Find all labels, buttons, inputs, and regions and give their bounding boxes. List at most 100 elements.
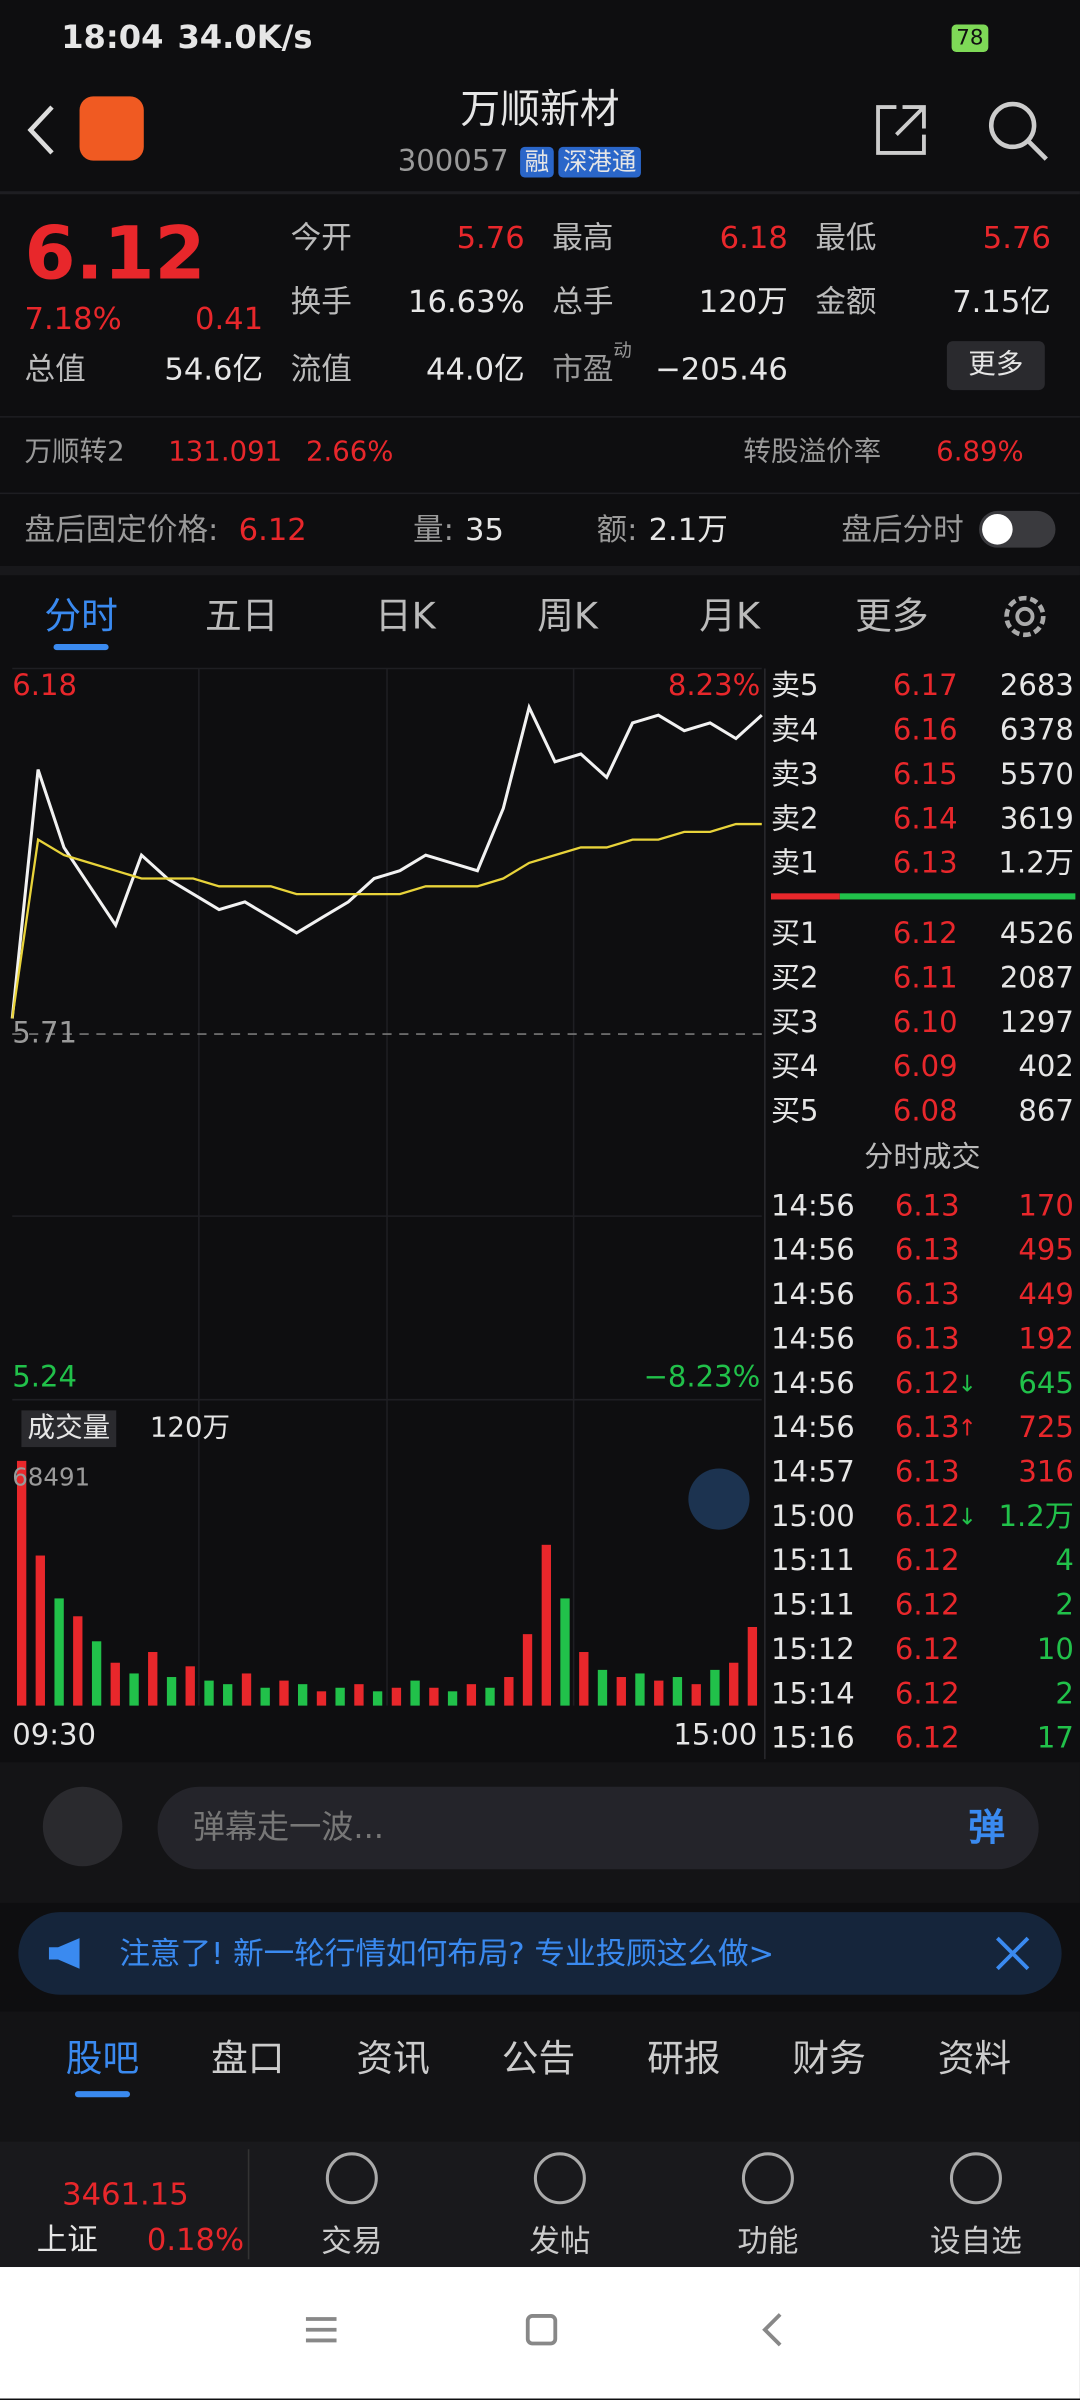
volume-bar <box>560 1598 570 1706</box>
volume-bar <box>466 1684 477 1706</box>
bottom-tab[interactable]: 股吧 <box>65 2037 140 2081</box>
index-pct: 0.18% <box>146 2221 245 2258</box>
bottom-tab[interactable]: 资讯 <box>356 2037 430 2081</box>
search-button[interactable] <box>985 98 1049 162</box>
volume-bar <box>279 1680 289 1706</box>
ob-label: 买1 <box>770 917 819 951</box>
volume-bar <box>447 1691 458 1706</box>
bottom-tab[interactable]: 公告 <box>501 2037 576 2081</box>
tab-bar <box>0 2011 1080 2142</box>
trade-vol: 2 <box>1055 1677 1074 1711</box>
bottom-tab[interactable]: 研报 <box>647 2037 721 2081</box>
ob-price: 6.10 <box>892 1005 958 1040</box>
ah-switch-label: 盘后分时 <box>841 510 964 548</box>
stat-label: 金额 <box>815 282 877 320</box>
status-speed: 34.0K/s <box>177 19 313 56</box>
danmaku-button[interactable]: 弹 <box>968 1806 1006 1850</box>
stat-label: 今开 <box>290 218 352 256</box>
footer-divider <box>247 2149 250 2260</box>
footer-action[interactable]: 发帖 <box>529 2222 591 2260</box>
volume-bar <box>729 1662 739 1706</box>
volume-bar <box>710 1669 720 1706</box>
action-icon <box>325 2152 378 2205</box>
trade-price: 6.12 <box>894 1677 960 1711</box>
ob-price: 6.17 <box>892 669 958 703</box>
chart-tab[interactable]: 周K <box>537 595 598 638</box>
trade-time: 15:16 <box>770 1721 855 1756</box>
footer-action[interactable]: 功能 <box>737 2222 799 2260</box>
trade-price: 6.12 <box>894 1588 960 1623</box>
action-icon <box>949 2152 1002 2205</box>
bottom-tab-underline <box>74 2091 131 2098</box>
chart-tab[interactable]: 分时 <box>44 595 118 638</box>
volume-bar <box>54 1598 64 1706</box>
trade-price: 6.12 <box>894 1499 960 1534</box>
tag: 深港通 <box>558 146 641 178</box>
volume-bar <box>260 1687 270 1706</box>
index-value: 3461.15 <box>62 2175 189 2212</box>
trade-price: 6.13 <box>894 1278 960 1312</box>
change: 0.41 <box>194 299 264 337</box>
stat-label: 换手 <box>290 282 352 320</box>
trade-vol: 1.2万 <box>998 1499 1074 1534</box>
volume-bar <box>297 1684 308 1706</box>
trade-time: 14:56 <box>770 1411 855 1445</box>
volume-total: 120万 <box>149 1411 231 1445</box>
back-button[interactable] <box>24 104 58 156</box>
trade-vol: 645 <box>1018 1366 1074 1401</box>
settings-icon[interactable] <box>999 590 1051 642</box>
ob-label: 买4 <box>770 1050 819 1084</box>
tag: 融 <box>520 146 554 178</box>
action-icon <box>533 2152 586 2205</box>
bottom-tab[interactable]: 财务 <box>792 2037 866 2081</box>
chart-tab[interactable]: 月K <box>699 595 761 638</box>
toggle-switch[interactable] <box>979 510 1056 548</box>
stat-value: 5.76 <box>982 218 1051 256</box>
bottom-tab[interactable]: 盘口 <box>211 2037 285 2081</box>
y-tick-label: 6.18 <box>12 669 77 703</box>
volume-bar <box>504 1677 514 1706</box>
footer-action[interactable]: 交易 <box>321 2222 383 2260</box>
footer-action[interactable]: 设自选 <box>930 2222 1022 2260</box>
banner[interactable] <box>18 1912 1062 1995</box>
chart-tab[interactable]: 更多 <box>855 595 929 638</box>
volume-bar <box>129 1673 139 1706</box>
comment-input[interactable] <box>157 1786 1039 1870</box>
comment-placeholder[interactable]: 弹幕走一波... <box>192 1808 385 1846</box>
ob-price: 6.09 <box>892 1050 958 1084</box>
banner-text[interactable]: 注意了! 新一轮行情如何布局? 专业投顾这么做> <box>119 1935 775 1972</box>
stat-value: −205.46 <box>655 350 788 388</box>
expand-button[interactable] <box>688 1468 750 1530</box>
ob-label: 卖3 <box>770 757 819 792</box>
stat-value: 54.6亿 <box>164 350 264 388</box>
stat-label: 流值 <box>290 350 352 388</box>
avg-line <box>11 822 762 1019</box>
chart-tab[interactable]: 五日 <box>204 595 279 638</box>
volume-bar <box>654 1680 664 1706</box>
chart-tab[interactable]: 日K <box>374 595 436 638</box>
status-time: 18:04 <box>61 19 164 56</box>
volume-bar <box>241 1673 252 1706</box>
comment-icon[interactable] <box>42 1786 123 1867</box>
ob-price: 6.16 <box>892 713 958 748</box>
trade-price: 6.13 <box>894 1322 960 1357</box>
ob-vol: 1.2万 <box>998 846 1074 881</box>
premium-label: 转股溢价率 <box>743 435 882 469</box>
volume-bar <box>91 1641 102 1706</box>
bottom-tab[interactable]: 资料 <box>937 2037 1012 2081</box>
trade-time: 15:11 <box>770 1544 855 1578</box>
trade-price: 6.12 <box>894 1721 960 1756</box>
volume-bar <box>597 1669 608 1706</box>
stat-value: 5.76 <box>456 218 525 256</box>
index-name: 上证 <box>36 2221 98 2258</box>
share-button[interactable] <box>872 101 930 159</box>
close-button[interactable] <box>994 1935 1031 1972</box>
ah-label: 额: <box>596 510 638 548</box>
trade-vol: 4 <box>1055 1544 1074 1578</box>
volume-bar <box>110 1662 120 1706</box>
price: 6.12 <box>24 211 206 297</box>
volume-label[interactable]: 成交量 <box>21 1410 117 1448</box>
trade-time: 14:56 <box>770 1322 855 1357</box>
more-button[interactable]: 更多 <box>946 341 1045 391</box>
